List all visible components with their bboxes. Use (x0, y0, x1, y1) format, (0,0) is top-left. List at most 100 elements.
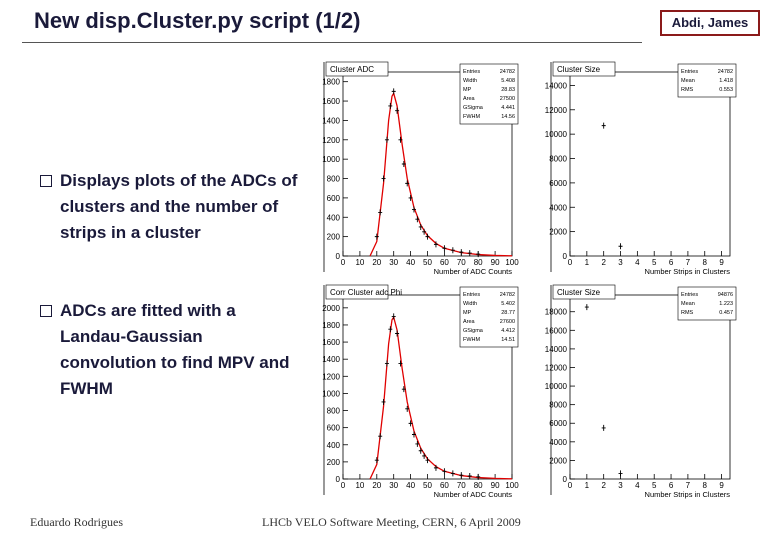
y-tick-label: 400 (327, 213, 341, 222)
y-tick-label: 1200 (322, 372, 340, 381)
y-tick-label: 800 (327, 175, 341, 184)
stats-value: 28.77 (501, 310, 515, 316)
data-point (391, 313, 396, 320)
x-tick-label: 100 (505, 258, 519, 267)
data-point (405, 405, 410, 412)
y-tick-label: 10000 (545, 130, 568, 139)
y-tick-label: 1000 (322, 155, 340, 164)
data-point (384, 136, 389, 143)
x-tick-label: 7 (686, 258, 691, 267)
y-tick-label: 1800 (322, 78, 340, 87)
axes-frame (569, 294, 731, 480)
stats-value: 24782 (718, 69, 733, 75)
slide-title: New disp.Cluster.py script (1/2) (34, 8, 361, 33)
x-tick-label: 40 (406, 258, 415, 267)
x-axis-label: Number of ADC Counts (434, 490, 513, 499)
x-tick-label: 0 (568, 258, 573, 267)
y-tick-label: 0 (563, 252, 568, 261)
data-point (415, 440, 420, 447)
x-tick-label: 30 (389, 258, 398, 267)
stats-value: 4.412 (501, 328, 515, 334)
y-tick-label: 8000 (549, 155, 567, 164)
stats-value: 24782 (500, 292, 515, 298)
y-tick-label: 1600 (322, 97, 340, 106)
data-point (391, 88, 396, 95)
x-axis-label: Number Strips in Clusters (645, 490, 731, 499)
data-point (411, 431, 416, 438)
stats-name: Entries (681, 69, 698, 75)
data-point (467, 473, 472, 480)
data-point (401, 161, 406, 167)
x-tick-label: 8 (703, 481, 708, 490)
data-point (450, 470, 455, 477)
data-point (425, 457, 430, 464)
data-point (381, 175, 386, 182)
y-tick-label: 2000 (549, 456, 567, 465)
footer-author: Eduardo Rodrigues (30, 515, 123, 529)
y-tick-label: 1200 (322, 136, 340, 145)
bullet-text: Displays plots of the ADCs of clusters a… (60, 171, 298, 242)
data-point (618, 243, 623, 250)
y-tick-label: 12000 (545, 363, 568, 372)
y-tick-label: 600 (327, 424, 341, 433)
data-point (433, 241, 438, 248)
stats-box (459, 286, 519, 348)
data-point (459, 249, 464, 256)
data-point (442, 468, 447, 475)
bullet: Displays plots of the ADCs of clusters a… (40, 168, 308, 246)
data-point (442, 245, 447, 252)
plot: Cluster ADC02004006008001000120014001600… (322, 61, 519, 276)
y-tick-label: 18000 (545, 308, 568, 317)
stats-name: FWHM (463, 337, 481, 343)
x-tick-label: 4 (635, 481, 640, 490)
x-tick-label: 3 (618, 258, 623, 267)
y-tick-label: 2000 (322, 304, 340, 313)
data-point (459, 472, 464, 479)
x-tick-label: 10 (355, 258, 364, 267)
y-tick-label: 14000 (545, 81, 568, 90)
stats-name: Width (463, 301, 477, 307)
x-tick-label: 0 (341, 481, 346, 490)
y-tick-label: 14000 (545, 345, 568, 354)
data-point (422, 228, 427, 235)
stats-name: MP (463, 310, 472, 316)
x-tick-label: 5 (652, 258, 657, 267)
x-tick-label: 60 (440, 481, 449, 490)
y-tick-label: 4000 (549, 438, 567, 447)
x-tick-label: 10 (355, 481, 364, 490)
plot-title-box (552, 61, 616, 77)
y-tick-label: 16000 (545, 326, 568, 335)
data-point (408, 194, 413, 201)
y-tick-label: 4000 (549, 203, 567, 212)
data-point (408, 420, 413, 427)
plot: Corr Cluster adc Phi02004006008001000120… (322, 284, 519, 499)
stats-name: FWHM (463, 114, 481, 120)
stats-value: 27500 (500, 96, 515, 102)
data-point (418, 447, 423, 454)
plot: Cluster Size 0 2000 4000 6000 8000 10000 12000 1… (545, 284, 737, 499)
stats-name: Entries (681, 292, 698, 298)
data-point (476, 473, 481, 480)
author-box: Abdi, James (660, 10, 760, 36)
data-point (601, 424, 606, 431)
stats-name: Area (463, 96, 476, 102)
x-tick-label: 1 (585, 481, 590, 490)
data-point (401, 386, 406, 393)
stats-value: 5.402 (501, 301, 515, 307)
data-point (388, 102, 393, 109)
y-tick-label: 800 (327, 407, 341, 416)
y-tick-label: 6000 (549, 179, 567, 188)
stats-value: 1.223 (719, 301, 733, 307)
data-point (411, 206, 416, 213)
y-tick-label: 10000 (545, 382, 568, 391)
x-tick-label: 100 (505, 481, 519, 490)
data-point (618, 470, 623, 477)
x-tick-label: 30 (389, 481, 398, 490)
x-tick-label: 5 (652, 481, 657, 490)
stats-name: Entries (463, 292, 480, 298)
plot-title: Cluster Size (557, 65, 601, 74)
stats-name: RMS (681, 310, 694, 316)
y-tick-label: 400 (327, 441, 341, 450)
plot-title-box (325, 61, 389, 77)
